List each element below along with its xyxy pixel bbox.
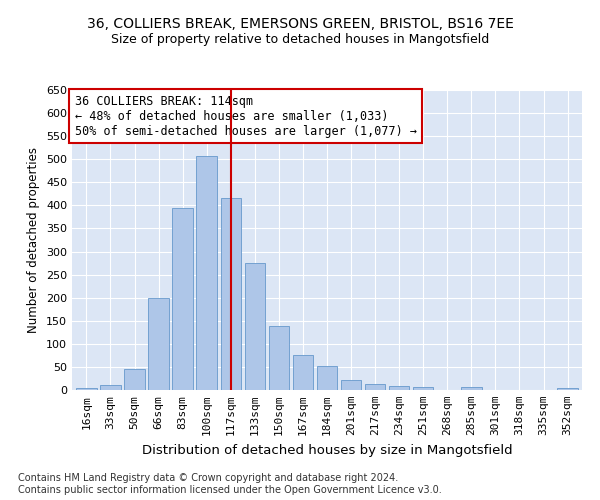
Text: Size of property relative to detached houses in Mangotsfield: Size of property relative to detached ho… [111, 32, 489, 46]
Bar [389, 386, 409, 390]
Bar [100, 386, 121, 390]
Bar [317, 366, 337, 390]
Text: Contains HM Land Registry data © Crown copyright and database right 2024.
Contai: Contains HM Land Registry data © Crown c… [18, 474, 442, 495]
Bar [172, 208, 193, 390]
Bar [245, 263, 265, 390]
Bar [365, 384, 385, 390]
Text: 36 COLLIERS BREAK: 114sqm
← 48% of detached houses are smaller (1,033)
50% of se: 36 COLLIERS BREAK: 114sqm ← 48% of detac… [74, 94, 416, 138]
Bar [221, 198, 241, 390]
Bar [148, 298, 169, 390]
Y-axis label: Number of detached properties: Number of detached properties [28, 147, 40, 333]
Bar [461, 387, 482, 390]
Bar [269, 326, 289, 390]
Bar [76, 388, 97, 390]
Bar [557, 388, 578, 390]
Bar [341, 380, 361, 390]
X-axis label: Distribution of detached houses by size in Mangotsfield: Distribution of detached houses by size … [142, 444, 512, 456]
Bar [124, 369, 145, 390]
Bar [413, 387, 433, 390]
Bar [293, 356, 313, 390]
Text: 36, COLLIERS BREAK, EMERSONS GREEN, BRISTOL, BS16 7EE: 36, COLLIERS BREAK, EMERSONS GREEN, BRIS… [86, 18, 514, 32]
Bar [196, 156, 217, 390]
